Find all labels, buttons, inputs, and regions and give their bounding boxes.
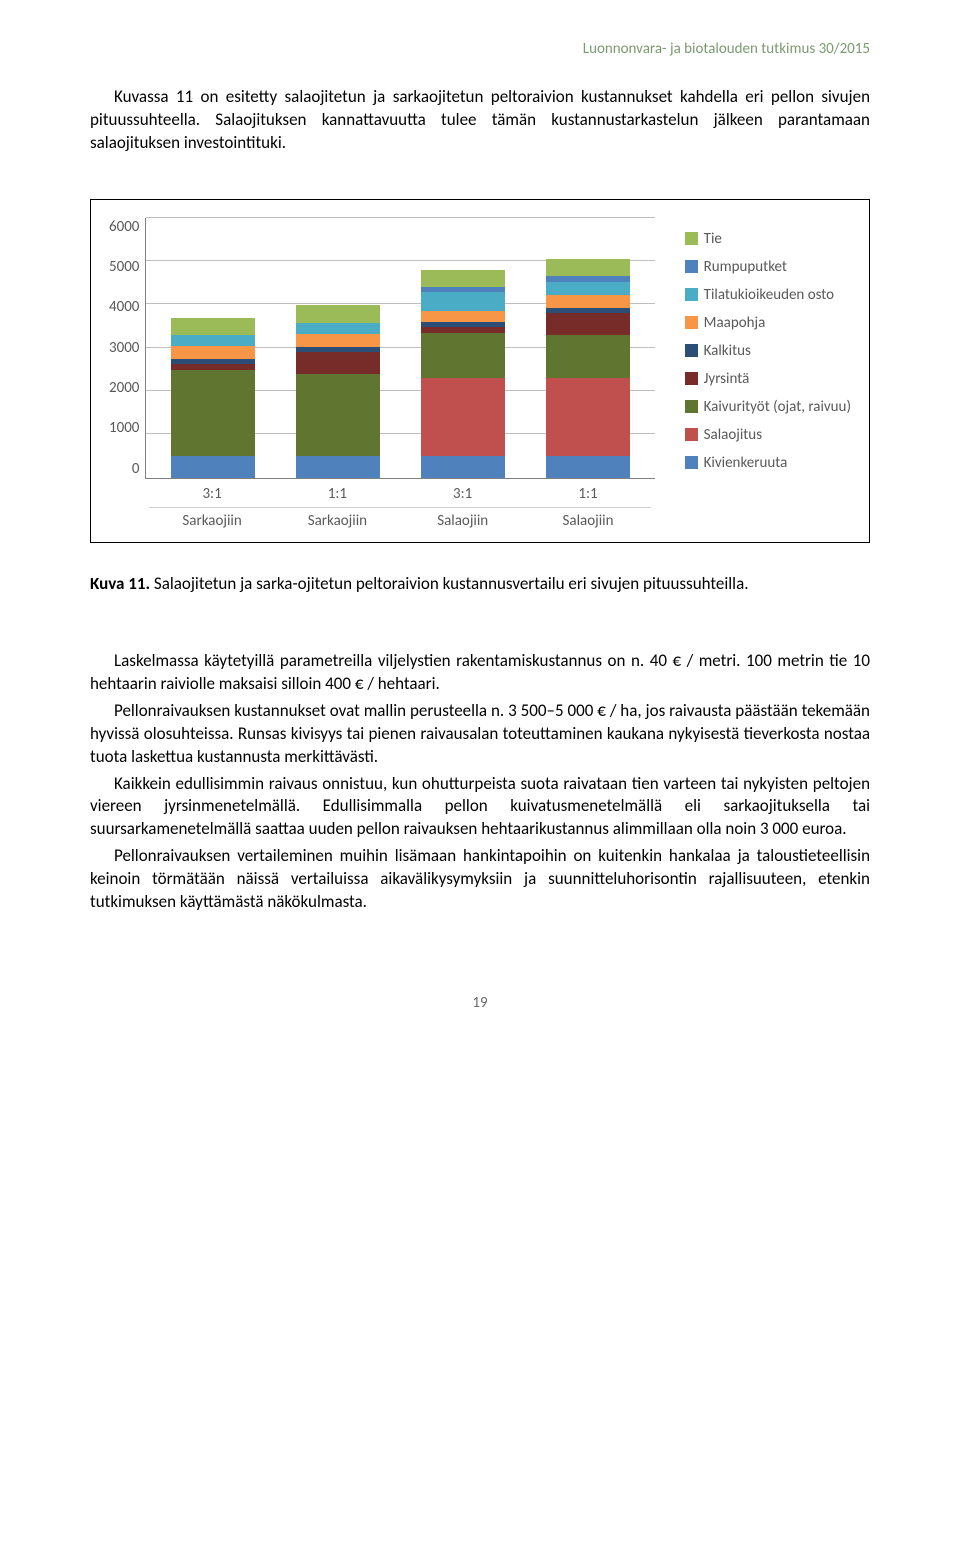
legend-label: Kalkitus [704,342,751,360]
legend-item-kaivu: Kaivurityöt (ojat, raivuu) [685,398,851,416]
x-tick-group: Salaojiin [400,507,525,530]
bar-segment-kaivu [296,374,380,456]
x-tick-ratio: 1:1 [546,485,630,503]
bar-segment-maapohja [171,346,255,359]
body-paragraph-4: Pellonraivauksen vertaileminen muihin li… [90,845,870,914]
legend-swatch [685,288,698,301]
bar-segment-salaoj [421,378,505,456]
running-head: Luonnonvara- ja biotalouden tutkimus 30/… [90,40,870,58]
bar-segment-tilatuki [421,292,505,312]
legend-swatch [685,400,698,413]
bar-segment-kaivu [546,335,630,378]
y-tick: 4000 [109,298,139,316]
legend-label: Rumpuputket [704,258,787,276]
figure-caption: Kuva 11. Salaojitetun ja sarka-ojitetun … [90,573,870,594]
y-tick: 6000 [109,218,139,236]
legend-label: Salaojitus [704,426,762,444]
bar [171,318,255,478]
body-paragraph-1: Laskelmassa käytetyillä parametreilla vi… [90,650,870,696]
bar-segment-kivi [171,456,255,478]
gridline [146,217,654,218]
bar [421,270,505,478]
plot-area [145,218,654,479]
legend-label: Maapohja [704,314,766,332]
x-tick-group: Sarkaojiin [149,507,274,530]
legend-label: Kaivurityöt (ojat, raivuu) [704,398,851,416]
bar-segment-tilatuki [171,335,255,346]
y-tick: 3000 [109,339,139,357]
x-tick-ratio: 3:1 [170,485,254,503]
bar-segment-jyrsinta [296,352,380,374]
page-number: 19 [90,994,870,1012]
legend-swatch [685,372,698,385]
legend-swatch [685,260,698,273]
bar-segment-maapohja [296,334,380,347]
legend-label: Jyrsintä [704,370,750,388]
bar-segment-tie [296,305,380,322]
intro-paragraph-1: Kuvassa 11 on esitetty salaojitetun ja s… [90,86,870,155]
x-axis-ratio: 3:1 1:1 3:1 1:1 [145,479,654,503]
bar-segment-tie [171,318,255,335]
legend-swatch [685,232,698,245]
y-tick: 5000 [109,258,139,276]
bar-segment-kivi [546,456,630,478]
bar-segment-maapohja [421,311,505,322]
bar-segment-tilatuki [546,282,630,295]
legend-item-salaoj: Salaojitus [685,426,851,444]
legend-item-maapohja: Maapohja [685,314,851,332]
y-tick: 2000 [109,379,139,397]
x-tick-ratio: 1:1 [295,485,379,503]
body-paragraph-2: Pellonraivauksen kustannukset ovat malli… [90,700,870,769]
bar-segment-kaivu [421,333,505,379]
y-axis: 6000 5000 4000 3000 2000 1000 0 [109,218,145,478]
bar-segment-jyrsinta [546,313,630,335]
legend-item-tie: Tie [685,230,851,248]
bar-segment-salaoj [546,378,630,456]
bar-segment-tilatuki [296,323,380,334]
bar-segment-kaivu [171,370,255,457]
legend-swatch [685,456,698,469]
bar-segment-tie [421,270,505,287]
x-axis-group: SarkaojiinSarkaojiinSalaojiinSalaojiin [145,503,654,530]
legend-item-kalkitus: Kalkitus [685,342,851,360]
caption-lead: Kuva 11. [90,573,150,594]
legend-label: Kivienkeruuta [704,454,788,472]
legend-swatch [685,316,698,329]
bar [546,259,630,478]
bar-segment-kivi [296,456,380,478]
bar-segment-tie [546,259,630,276]
legend-label: Tilatukioikeuden osto [704,286,834,304]
legend-swatch [685,428,698,441]
x-tick-group: Salaojiin [525,507,650,530]
legend-swatch [685,344,698,357]
bar-segment-kivi [421,456,505,478]
legend-item-jyrsinta: Jyrsintä [685,370,851,388]
legend: Tie Rumpuputket Tilatukioikeuden osto Maapo… [655,218,851,530]
legend-label: Tie [704,230,722,248]
legend-item-tilatuki: Tilatukioikeuden osto [685,286,851,304]
bar [296,305,380,477]
y-tick: 0 [132,460,140,478]
x-tick-ratio: 3:1 [421,485,505,503]
legend-item-rumpu: Rumpuputket [685,258,851,276]
y-tick: 1000 [109,419,139,437]
body-paragraph-3: Kaikkein edullisimmin raivaus onnistuu, … [90,773,870,842]
legend-item-kivi: Kivienkeruuta [685,454,851,472]
cost-chart: 6000 5000 4000 3000 2000 1000 0 3:1 1:1 3:1 1:1 S… [90,199,870,543]
x-tick-group: Sarkaojiin [275,507,400,530]
caption-rest: Salaojitetun ja sarka-ojitetun peltoraiv… [150,573,748,594]
bar-segment-maapohja [546,295,630,308]
